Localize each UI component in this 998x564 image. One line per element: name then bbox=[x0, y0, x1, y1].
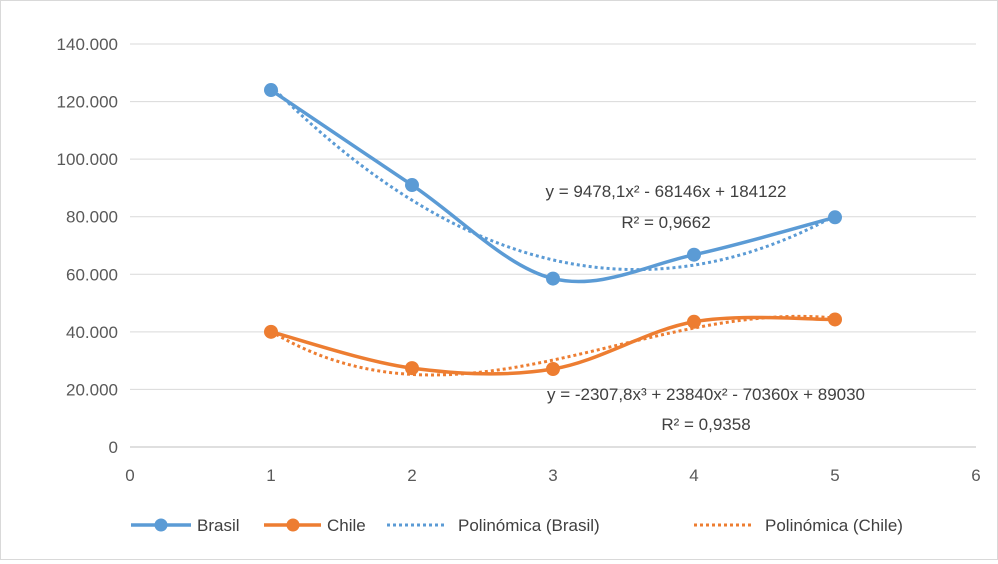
y-axis-ticks: 0 20.000 40.000 60.000 80.000 100.000 120.000 1… bbox=[57, 35, 118, 457]
x-tick-label: 3 bbox=[548, 466, 557, 485]
x-tick-label: 2 bbox=[407, 466, 416, 485]
legend-item-polinomica-brasil: Polinómica (Brasil) bbox=[387, 516, 600, 535]
data-point-chile bbox=[264, 324, 278, 339]
y-tick-label: 120.000 bbox=[57, 93, 118, 112]
x-tick-label: 0 bbox=[125, 466, 134, 485]
y-tick-label: 20.000 bbox=[66, 380, 118, 399]
y-tick-label: 140.000 bbox=[57, 35, 118, 54]
x-tick-label: 6 bbox=[971, 466, 980, 485]
y-tick-label: 0 bbox=[109, 438, 118, 457]
y-tick-label: 80.000 bbox=[66, 208, 118, 227]
data-point-chile bbox=[405, 361, 419, 376]
legend-item-brasil: Brasil bbox=[131, 516, 240, 535]
x-axis-ticks: 0 1 2 3 4 5 6 bbox=[125, 466, 980, 485]
chile-trend-r2: R² = 0,9358 bbox=[661, 415, 750, 434]
series-lines bbox=[269, 88, 837, 376]
y-tick-label: 100.000 bbox=[57, 150, 118, 169]
data-point-chile bbox=[828, 312, 842, 327]
data-point-brasil bbox=[264, 83, 278, 98]
y-tick-label: 60.000 bbox=[66, 265, 118, 284]
legend-label-chile: Chile bbox=[327, 516, 366, 535]
data-point-brasil bbox=[828, 210, 842, 225]
legend-label-brasil: Brasil bbox=[197, 516, 240, 535]
data-point-chile bbox=[687, 314, 701, 329]
brasil-trend-equation: y = 9478,1x² - 68146x + 184122 bbox=[545, 182, 786, 201]
series-markers bbox=[264, 83, 842, 376]
data-point-brasil bbox=[546, 271, 560, 286]
y-tick-label: 40.000 bbox=[66, 323, 118, 342]
legend-label-polinomica-brasil: Polinómica (Brasil) bbox=[458, 516, 600, 535]
chile-trend-equation: y = -2307,8x³ + 23840x² - 70360x + 89030 bbox=[547, 385, 865, 404]
brasil-trend-r2: R² = 0,9662 bbox=[621, 213, 710, 232]
data-point-brasil bbox=[405, 178, 419, 193]
legend-item-chile: Chile bbox=[264, 516, 366, 535]
legend: Brasil Chile Polinómica (Brasil) Polinóm… bbox=[131, 516, 903, 535]
x-tick-label: 4 bbox=[689, 466, 698, 485]
data-point-brasil bbox=[687, 247, 701, 262]
x-tick-label: 1 bbox=[266, 466, 275, 485]
legend-label-polinomica-chile: Polinómica (Chile) bbox=[765, 516, 903, 535]
legend-item-polinomica-chile: Polinómica (Chile) bbox=[694, 516, 903, 535]
x-tick-label: 5 bbox=[830, 466, 839, 485]
data-point-chile bbox=[546, 361, 560, 376]
